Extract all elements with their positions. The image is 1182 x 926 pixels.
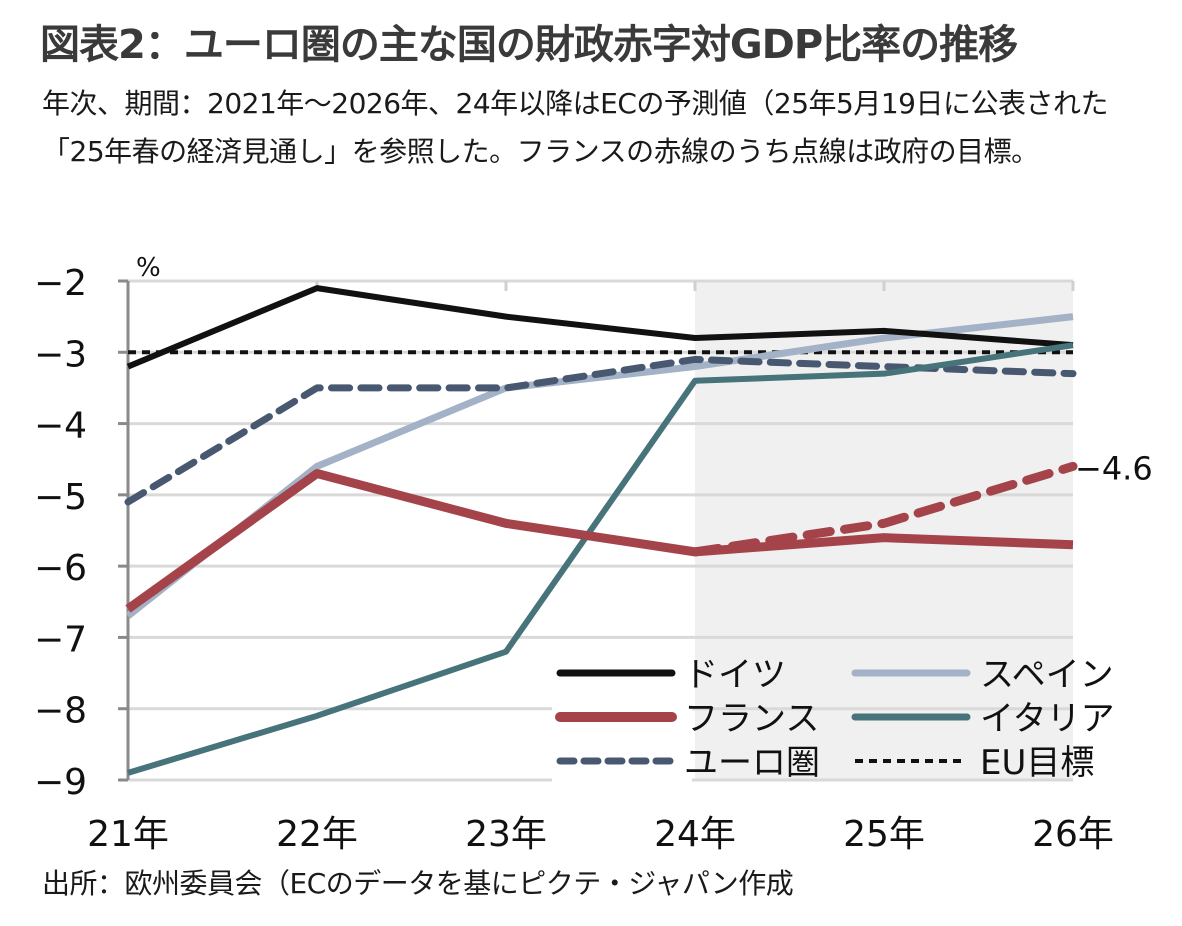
chart-subtitle: 年次、期間：2021年～2026年、24年以降はECの予測値（25年5月19日に… [42, 87, 1108, 168]
series-layer: −4.6 [124, 285, 1153, 776]
y-tick-label: −6 [34, 548, 87, 589]
y-axis-unit-label: % [136, 253, 161, 283]
series-line [126, 285, 1074, 370]
x-tick-label: 22年 [276, 814, 358, 855]
series-line [125, 468, 1074, 613]
y-tick-label: −2 [34, 263, 87, 304]
source-note: 出所：欧州委員会（ECのデータを基にピクテ・ジャパン作成 [42, 867, 794, 900]
legend-label: ドイツ [684, 655, 786, 695]
y-tick-label: −9 [34, 762, 87, 803]
y-tick-label: −3 [34, 334, 87, 375]
data-label: −4.6 [1075, 449, 1153, 487]
x-tick-label: 23年 [465, 814, 547, 855]
series-line [127, 342, 1074, 776]
y-tick-label: −5 [34, 477, 87, 518]
legend-label: スペイン [980, 655, 1114, 695]
x-tick-label: 24年 [654, 814, 736, 855]
legend-label: ユーロ圏 [684, 743, 820, 783]
legend-label: フランス [684, 699, 819, 739]
chart-title: 図表2：ユーロ圏の主な国の財政赤字対GDP比率の推移 [40, 22, 1018, 68]
legend-label: EU目標 [980, 743, 1094, 783]
y-tick-label: −8 [34, 691, 87, 732]
x-tick-label: 26年 [1032, 814, 1114, 855]
y-tick-label: −4 [34, 406, 87, 447]
y-tick-label: −7 [34, 619, 87, 660]
x-tick-label: 25年 [843, 814, 925, 855]
legend-label: イタリア [980, 699, 1115, 739]
x-tick-label: 21年 [87, 814, 169, 855]
